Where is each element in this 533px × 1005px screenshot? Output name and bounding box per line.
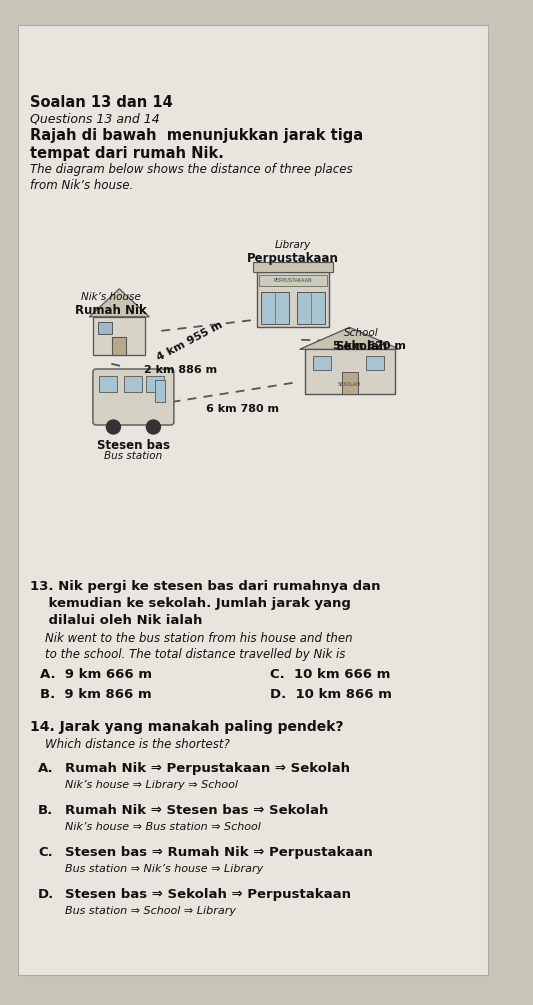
Text: Stesen bas: Stesen bas xyxy=(97,439,170,452)
FancyBboxPatch shape xyxy=(304,350,394,394)
Text: Nik’s house: Nik’s house xyxy=(82,291,141,302)
FancyBboxPatch shape xyxy=(366,356,384,370)
Text: Rajah di bawah  menunjukkan jarak tiga: Rajah di bawah menunjukkan jarak tiga xyxy=(30,128,363,143)
Text: C.: C. xyxy=(38,846,53,859)
Text: Bus station ⇒ Nik’s house ⇒ Library: Bus station ⇒ Nik’s house ⇒ Library xyxy=(65,864,263,874)
FancyBboxPatch shape xyxy=(147,376,164,392)
Text: SEKOLAH: SEKOLAH xyxy=(338,382,361,387)
Text: Nik’s house ⇒ Library ⇒ School: Nik’s house ⇒ Library ⇒ School xyxy=(65,780,238,790)
FancyBboxPatch shape xyxy=(342,372,358,394)
FancyBboxPatch shape xyxy=(93,317,146,355)
FancyBboxPatch shape xyxy=(312,356,330,370)
Text: Which distance is the shortest?: Which distance is the shortest? xyxy=(30,738,230,751)
Circle shape xyxy=(147,420,160,434)
Text: Rumah Nik: Rumah Nik xyxy=(76,304,147,317)
FancyBboxPatch shape xyxy=(18,25,488,975)
FancyBboxPatch shape xyxy=(253,262,333,272)
Text: Rumah Nik ⇒ Perpustakaan ⇒ Sekolah: Rumah Nik ⇒ Perpustakaan ⇒ Sekolah xyxy=(65,762,350,775)
FancyBboxPatch shape xyxy=(112,337,126,355)
Text: Nik went to the bus station from his house and then: Nik went to the bus station from his hou… xyxy=(30,632,353,645)
Text: B.: B. xyxy=(38,804,53,817)
Text: tempat dari rumah Nik.: tempat dari rumah Nik. xyxy=(30,146,224,161)
Text: 4 km 955 m: 4 km 955 m xyxy=(156,320,225,363)
Text: Soalan 13 dan 14: Soalan 13 dan 14 xyxy=(30,95,173,110)
Text: 5 km 620 m: 5 km 620 m xyxy=(334,341,406,351)
Text: Stesen bas ⇒ Rumah Nik ⇒ Perpustakaan: Stesen bas ⇒ Rumah Nik ⇒ Perpustakaan xyxy=(65,846,373,859)
Text: 13. Nik pergi ke stesen bas dari rumahnya dan: 13. Nik pergi ke stesen bas dari rumahny… xyxy=(30,580,381,593)
Text: Perpustakaan: Perpustakaan xyxy=(247,252,339,264)
Text: 2 km 886 m: 2 km 886 m xyxy=(144,366,217,376)
FancyBboxPatch shape xyxy=(98,322,112,334)
FancyBboxPatch shape xyxy=(93,369,174,425)
Text: 14. Jarak yang manakah paling pendek?: 14. Jarak yang manakah paling pendek? xyxy=(30,720,343,734)
Text: Nik’s house ⇒ Bus station ⇒ School: Nik’s house ⇒ Bus station ⇒ School xyxy=(65,822,261,832)
Text: to the school. The total distance travelled by Nik is: to the school. The total distance travel… xyxy=(30,648,345,661)
FancyBboxPatch shape xyxy=(155,380,165,402)
Text: Stesen bas ⇒ Sekolah ⇒ Perpustakaan: Stesen bas ⇒ Sekolah ⇒ Perpustakaan xyxy=(65,888,351,901)
Text: from Nik’s house.: from Nik’s house. xyxy=(30,179,133,192)
Text: School: School xyxy=(344,328,379,338)
Text: C.  10 km 666 m: C. 10 km 666 m xyxy=(270,668,390,681)
FancyBboxPatch shape xyxy=(124,376,142,392)
Text: 6 km 780 m: 6 km 780 m xyxy=(206,404,279,414)
Text: A.  9 km 666 m: A. 9 km 666 m xyxy=(40,668,152,681)
Text: Bus station: Bus station xyxy=(104,451,163,461)
Text: PERPUSTAKAAN: PERPUSTAKAAN xyxy=(274,277,312,282)
Polygon shape xyxy=(300,328,400,350)
FancyBboxPatch shape xyxy=(259,275,327,286)
Text: D.  10 km 866 m: D. 10 km 866 m xyxy=(270,688,392,701)
Text: Library: Library xyxy=(275,240,311,250)
Text: Questions 13 and 14: Questions 13 and 14 xyxy=(30,112,160,125)
Text: Rumah Nik ⇒ Stesen bas ⇒ Sekolah: Rumah Nik ⇒ Stesen bas ⇒ Sekolah xyxy=(65,804,328,817)
Text: A.: A. xyxy=(38,762,54,775)
Text: dilalui oleh Nik ialah: dilalui oleh Nik ialah xyxy=(30,614,203,627)
Text: Bus station ⇒ School ⇒ Library: Bus station ⇒ School ⇒ Library xyxy=(65,906,236,916)
FancyBboxPatch shape xyxy=(99,376,117,392)
Text: kemudian ke sekolah. Jumlah jarak yang: kemudian ke sekolah. Jumlah jarak yang xyxy=(30,597,351,610)
FancyBboxPatch shape xyxy=(297,292,325,325)
Text: Sekolah: Sekolah xyxy=(335,340,387,353)
FancyBboxPatch shape xyxy=(261,292,289,325)
FancyBboxPatch shape xyxy=(257,272,329,328)
Circle shape xyxy=(107,420,120,434)
Text: D.: D. xyxy=(38,888,54,901)
Text: B.  9 km 866 m: B. 9 km 866 m xyxy=(40,688,151,701)
Polygon shape xyxy=(90,288,149,317)
Text: The diagram below shows the distance of three places: The diagram below shows the distance of … xyxy=(30,163,353,176)
